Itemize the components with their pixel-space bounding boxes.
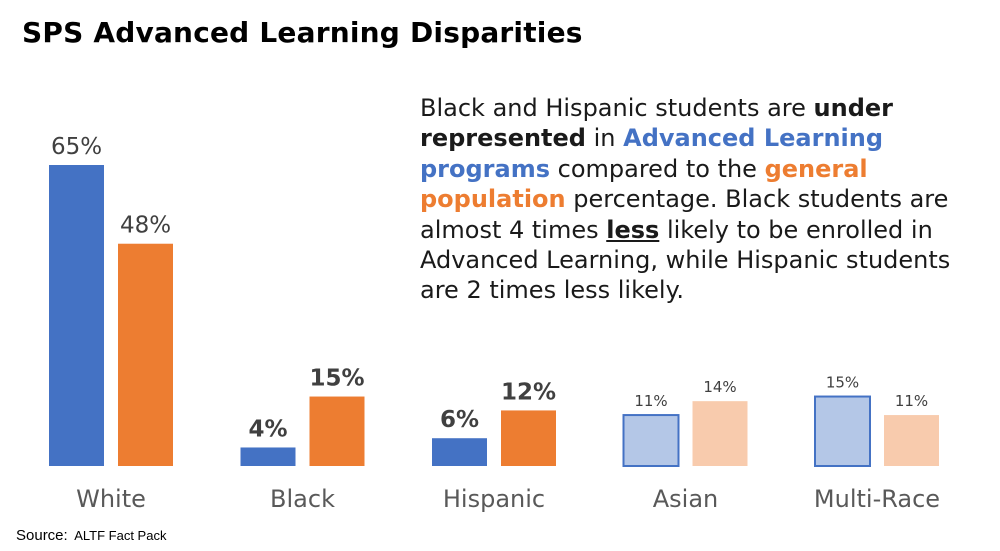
note-part-5: likely to be enrolled in Advanced Learni…: [420, 215, 951, 305]
source-text: ALTF Fact Pack: [74, 528, 167, 543]
data-label-multi-race-series-1: 15%: [826, 374, 859, 392]
chart-title: SPS Advanced Learning Disparities: [22, 16, 583, 49]
note-general-population: general population: [420, 154, 868, 214]
annotation-text: Black and Hispanic students are under re…: [420, 93, 980, 306]
category-label-hispanic: Hispanic: [443, 485, 545, 513]
note-advanced-learning-programs: Advanced Learning programs: [420, 124, 884, 183]
category-label-black: Black: [270, 485, 335, 513]
data-label-black-series-2: 15%: [309, 366, 364, 392]
bar-multi-race-series-1: [814, 395, 871, 467]
source-note: Source: ALTF Fact Pack: [16, 527, 166, 544]
data-label-hispanic-series-1: 6%: [440, 407, 479, 433]
note-part-3: compared to the: [550, 154, 765, 183]
bar-white-series-2: [118, 243, 173, 466]
bar-hispanic-series-1: [432, 438, 487, 466]
source-label: Source:: [16, 527, 68, 544]
data-label-hispanic-series-2: 12%: [501, 379, 556, 405]
data-label-white-series-2: 48%: [120, 213, 171, 239]
category-label-asian: Asian: [653, 485, 719, 513]
bar-asian-series-2: [692, 401, 748, 466]
data-label-asian-series-1: 11%: [634, 392, 667, 410]
bar-hispanic-series-2: [501, 410, 556, 466]
category-label-white: White: [76, 485, 146, 513]
note-part-2: in: [585, 124, 624, 153]
note-part-1: Black and Hispanic students are: [420, 94, 814, 122]
bar-multi-race-series-2: [884, 415, 939, 466]
data-label-white-series-1: 65%: [51, 134, 102, 160]
bar-black-series-1: [240, 447, 296, 466]
data-label-multi-race-series-2: 11%: [895, 392, 928, 410]
bar-asian-series-1: [622, 414, 680, 467]
data-label-black-series-1: 4%: [248, 416, 287, 442]
bar-white-series-1: [49, 165, 104, 466]
note-less: less: [606, 215, 660, 244]
note-under-represented: under represented: [420, 94, 893, 153]
note-part-4: percentage. Black students are almost 4 …: [420, 185, 949, 244]
data-label-asian-series-2: 14%: [703, 378, 736, 396]
category-label-multi-race: Multi-Race: [814, 485, 940, 513]
bar-black-series-2: [309, 396, 365, 466]
